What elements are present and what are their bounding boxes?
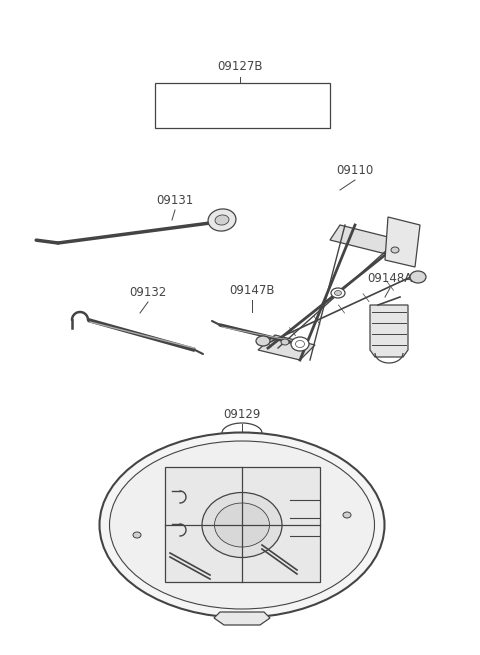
Polygon shape — [214, 612, 270, 625]
Ellipse shape — [291, 337, 309, 351]
Ellipse shape — [202, 493, 282, 557]
Ellipse shape — [335, 291, 341, 295]
Bar — [165, 467, 320, 582]
Text: 09148A: 09148A — [367, 272, 413, 285]
Polygon shape — [330, 225, 400, 255]
Ellipse shape — [296, 341, 304, 348]
Polygon shape — [370, 305, 408, 357]
Ellipse shape — [215, 503, 269, 547]
Ellipse shape — [99, 432, 384, 618]
Ellipse shape — [343, 512, 351, 518]
Ellipse shape — [208, 209, 236, 231]
Polygon shape — [385, 217, 420, 267]
Text: 09129: 09129 — [223, 408, 261, 421]
Ellipse shape — [281, 339, 289, 345]
Ellipse shape — [109, 441, 374, 609]
Text: 09147B: 09147B — [229, 284, 275, 297]
Bar — [155, 83, 330, 128]
Ellipse shape — [331, 288, 345, 298]
Polygon shape — [258, 335, 315, 360]
Text: 09131: 09131 — [156, 194, 193, 207]
Ellipse shape — [215, 215, 229, 225]
Text: 09132: 09132 — [130, 286, 167, 299]
Ellipse shape — [133, 532, 141, 538]
Text: 09127B: 09127B — [217, 60, 263, 73]
Ellipse shape — [391, 247, 399, 253]
Ellipse shape — [410, 271, 426, 283]
Ellipse shape — [256, 336, 270, 346]
Text: 09110: 09110 — [336, 164, 373, 177]
